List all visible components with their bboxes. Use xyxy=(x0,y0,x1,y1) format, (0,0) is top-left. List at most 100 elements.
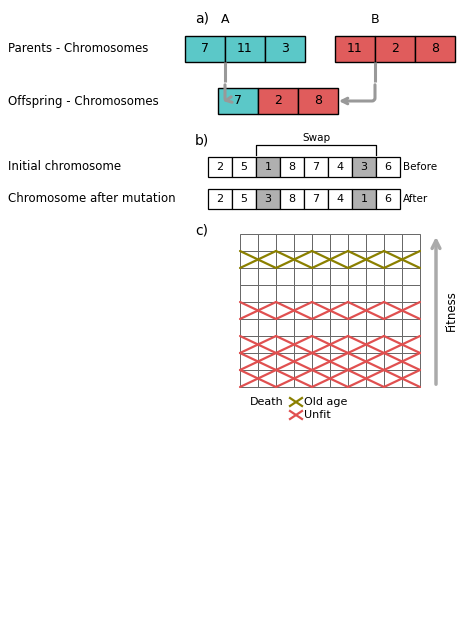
Text: 3: 3 xyxy=(361,162,367,172)
Bar xyxy=(312,251,330,268)
Text: 8: 8 xyxy=(431,43,439,56)
Bar xyxy=(276,234,294,251)
Bar xyxy=(258,370,276,387)
Bar xyxy=(366,319,384,336)
Bar xyxy=(348,268,366,285)
Bar xyxy=(258,234,276,251)
Text: 1: 1 xyxy=(264,162,272,172)
Bar xyxy=(294,353,312,370)
Bar xyxy=(294,302,312,319)
Bar xyxy=(330,302,348,319)
Bar xyxy=(402,336,420,353)
Bar xyxy=(240,336,258,353)
Text: 1: 1 xyxy=(361,194,367,204)
Bar xyxy=(312,353,330,370)
Bar xyxy=(348,251,366,268)
Text: 5: 5 xyxy=(240,162,247,172)
Bar xyxy=(330,251,348,268)
Bar xyxy=(258,251,276,268)
Bar xyxy=(304,189,328,209)
Bar xyxy=(294,251,312,268)
Text: Death: Death xyxy=(250,397,284,407)
Bar xyxy=(280,189,304,209)
Bar xyxy=(240,302,258,319)
Bar xyxy=(232,189,256,209)
Bar xyxy=(366,251,384,268)
Bar xyxy=(276,319,294,336)
Bar xyxy=(330,319,348,336)
Bar xyxy=(328,189,352,209)
Bar xyxy=(276,370,294,387)
Bar xyxy=(208,189,232,209)
Bar xyxy=(276,285,294,302)
Bar xyxy=(384,353,402,370)
Text: Old age: Old age xyxy=(304,397,347,407)
Bar xyxy=(402,319,420,336)
Bar xyxy=(384,268,402,285)
Bar xyxy=(312,336,330,353)
Text: 8: 8 xyxy=(289,194,296,204)
Bar xyxy=(348,302,366,319)
Bar xyxy=(330,285,348,302)
Bar xyxy=(384,319,402,336)
Text: Unfit: Unfit xyxy=(304,410,331,420)
Bar xyxy=(366,353,384,370)
Bar xyxy=(265,36,305,62)
Text: 4: 4 xyxy=(337,194,344,204)
Bar xyxy=(208,157,232,177)
Bar xyxy=(276,268,294,285)
Bar xyxy=(384,336,402,353)
Bar xyxy=(330,353,348,370)
Bar xyxy=(330,234,348,251)
Bar xyxy=(366,285,384,302)
Text: 8: 8 xyxy=(314,95,322,108)
Bar xyxy=(256,189,280,209)
Bar xyxy=(384,302,402,319)
Bar xyxy=(384,234,402,251)
Bar xyxy=(330,370,348,387)
Bar xyxy=(258,336,276,353)
Bar xyxy=(348,285,366,302)
Bar xyxy=(294,336,312,353)
Text: 11: 11 xyxy=(237,43,253,56)
Bar xyxy=(348,319,366,336)
Text: a): a) xyxy=(195,12,209,26)
Text: c): c) xyxy=(195,224,208,238)
Bar xyxy=(258,88,298,114)
Bar xyxy=(352,157,376,177)
Text: 7: 7 xyxy=(312,194,319,204)
Text: 3: 3 xyxy=(281,43,289,56)
Bar xyxy=(240,319,258,336)
Text: 3: 3 xyxy=(264,194,272,204)
Bar xyxy=(240,251,258,268)
Bar xyxy=(276,353,294,370)
Bar xyxy=(312,234,330,251)
Bar xyxy=(185,36,225,62)
Text: 2: 2 xyxy=(217,162,224,172)
Bar xyxy=(294,319,312,336)
Bar xyxy=(402,353,420,370)
Bar xyxy=(348,234,366,251)
Text: After: After xyxy=(403,194,428,204)
Bar xyxy=(376,157,400,177)
Bar xyxy=(258,319,276,336)
Bar xyxy=(402,268,420,285)
Bar xyxy=(366,370,384,387)
Bar xyxy=(258,285,276,302)
Bar xyxy=(312,268,330,285)
Bar xyxy=(348,353,366,370)
Bar xyxy=(276,302,294,319)
Text: 7: 7 xyxy=(234,95,242,108)
Bar xyxy=(330,268,348,285)
Bar xyxy=(384,285,402,302)
Bar xyxy=(366,302,384,319)
Text: B: B xyxy=(371,13,379,26)
Bar xyxy=(240,268,258,285)
Bar xyxy=(258,353,276,370)
Bar xyxy=(225,36,265,62)
Bar xyxy=(312,370,330,387)
Bar xyxy=(294,268,312,285)
Text: 4: 4 xyxy=(337,162,344,172)
Bar xyxy=(335,36,375,62)
Bar xyxy=(366,336,384,353)
